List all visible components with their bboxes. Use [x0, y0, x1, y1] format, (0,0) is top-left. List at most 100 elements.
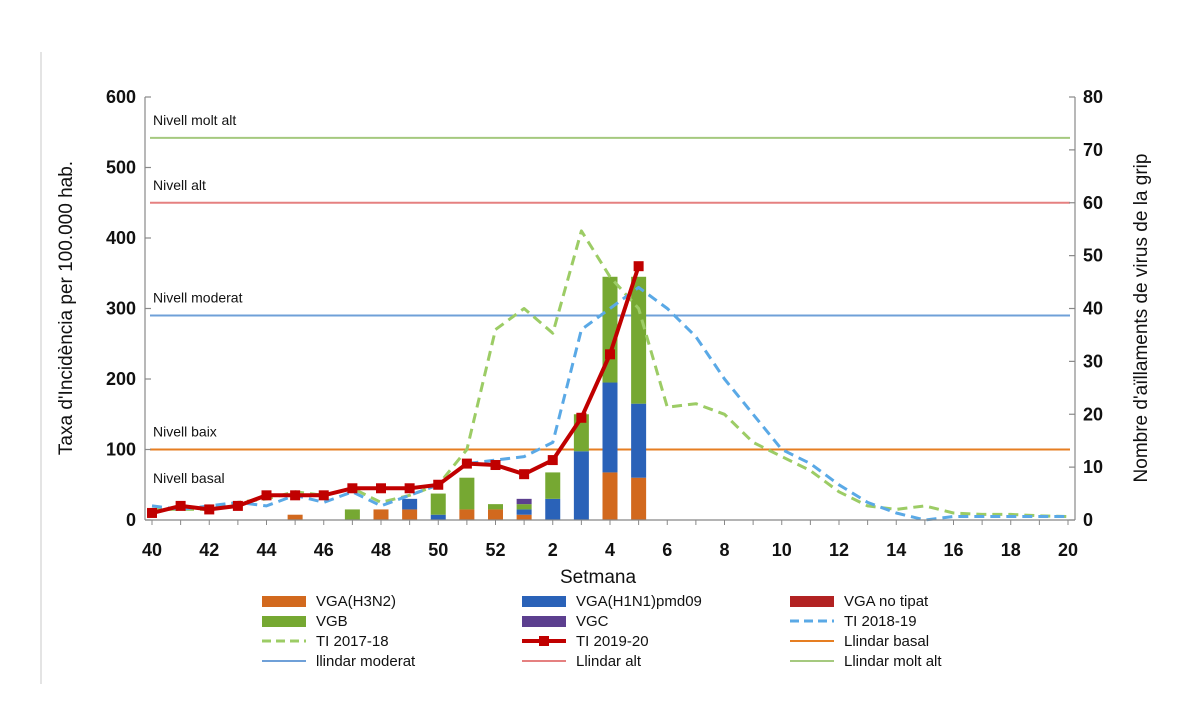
x-tick-label-22: 10 — [772, 540, 792, 560]
bar-vgb-week-47 — [344, 509, 360, 520]
marker-ti-2019-20-week-51 — [461, 458, 472, 469]
bar-vgb-week-2 — [545, 472, 561, 499]
legend-label-9: llindar moderat — [316, 653, 416, 670]
line-ti-2018-19 — [151, 285, 1068, 522]
x-tick-label-8: 48 — [371, 540, 391, 560]
x-tick-label-30: 18 — [1001, 540, 1021, 560]
marker-ti-2019-20-week-46 — [318, 490, 329, 501]
bar-vgc-week-1 — [516, 498, 532, 505]
right-tick-label-8: 80 — [1083, 87, 1103, 107]
x-tick-label-10: 50 — [428, 540, 448, 560]
x-tick-label-4: 44 — [256, 540, 276, 560]
marker-ti-2019-20-week-44 — [261, 490, 272, 501]
marker-ti-2019-20-week-5 — [633, 261, 644, 272]
right-tick-label-3: 30 — [1083, 351, 1103, 371]
left-tick-label-4: 400 — [106, 228, 136, 248]
bar-vgb-week-52 — [488, 504, 503, 510]
legend-label-0: VGA(H3N2) — [316, 593, 396, 610]
bar-vga-h3n2--week-51 — [459, 509, 475, 520]
marker-ti-2019-20-week-1 — [519, 469, 530, 480]
threshold-label-3: Nivell alt — [153, 177, 206, 193]
isolate-bars — [287, 276, 647, 520]
incidence-lines — [147, 229, 1069, 522]
marker-ti-2019-20-week-48 — [376, 483, 386, 494]
frame-divider — [40, 52, 42, 684]
bar-vga-h3n2--week-4 — [602, 472, 618, 520]
legend-symbol-7-marker — [539, 636, 549, 646]
left-tick-label-3: 300 — [106, 299, 136, 319]
marker-ti-2019-20-week-3 — [576, 412, 587, 423]
legend-symbol-3 — [262, 616, 306, 627]
marker-ti-2019-20-week-42 — [204, 504, 215, 515]
x-tick-label-12: 52 — [485, 540, 505, 560]
legend-label-8: Llindar basal — [844, 633, 929, 650]
x-tick-label-14: 2 — [548, 540, 558, 560]
x-tick-label-0: 40 — [142, 540, 162, 560]
legend: VGA(H3N2) VGA(H1N1)pmd09 VGA no tipat VGB VG… — [262, 593, 942, 670]
x-tick-label-20: 8 — [719, 540, 729, 560]
legend-symbol-2 — [790, 596, 834, 607]
x-tick-label-16: 4 — [605, 540, 615, 560]
x-tick-label-28: 16 — [943, 540, 963, 560]
marker-ti-2019-20-week-2 — [547, 455, 558, 466]
bar-vga-h3n2--week-48 — [373, 509, 389, 520]
bar-vga-h1n1-pmd09-week-3 — [573, 451, 589, 520]
legend-label-10: Llindar alt — [576, 653, 642, 670]
x-tick-label-26: 14 — [886, 540, 906, 560]
bar-vga-h1n1-pmd09-week-5 — [631, 403, 647, 478]
marker-ti-2019-20-week-47 — [347, 483, 358, 494]
bar-vga-h1n1-pmd09-week-50 — [430, 514, 446, 520]
legend-label-1: VGA(H1N1)pmd09 — [576, 593, 702, 610]
legend-label-5: TI 2018-19 — [844, 613, 917, 630]
right-tick-label-5: 50 — [1083, 246, 1103, 266]
bar-vga-h1n1-pmd09-week-49 — [402, 498, 418, 510]
right-tick-label-2: 20 — [1083, 404, 1103, 424]
bar-vga-h1n1-pmd09-week-4 — [602, 382, 618, 473]
marker-ti-2019-20-week-4 — [605, 349, 615, 360]
marker-ti-2019-20-week-43 — [232, 500, 243, 511]
x-tick-label-32: 20 — [1058, 540, 1078, 560]
legend-symbol-0 — [262, 596, 306, 607]
threshold-label-4: Nivell molt alt — [153, 112, 236, 128]
legend-label-11: Llindar molt alt — [844, 653, 942, 670]
x-tick-label-6: 46 — [314, 540, 334, 560]
legend-symbol-4 — [522, 616, 566, 627]
legend-label-2: VGA no tipat — [844, 593, 929, 610]
bar-vga-h1n1-pmd09-week-1 — [516, 509, 532, 515]
bar-vga-h3n2--week-1 — [516, 514, 532, 520]
line-ti-2017-18 — [152, 229, 1069, 518]
threshold-label-1: Nivell baix — [153, 424, 217, 440]
left-tick-label-2: 200 — [106, 369, 136, 389]
x-tick-label-18: 6 — [662, 540, 672, 560]
left-tick-label-5: 500 — [106, 158, 136, 178]
x-axis-title: Setmana — [560, 567, 636, 588]
legend-label-3: VGB — [316, 613, 348, 630]
right-axis-title: Nombre d'aïllaments de virus de la grip — [1131, 154, 1152, 483]
marker-ti-2019-20-week-45 — [290, 490, 301, 501]
right-tick-label-1: 10 — [1083, 457, 1103, 477]
x-tick-label-2: 42 — [199, 540, 219, 560]
bar-vga-h3n2--week-49 — [402, 509, 418, 520]
threshold-label-2: Nivell moderat — [153, 290, 243, 306]
left-axis-title: Taxa d'Incidència per 100.000 hab. — [56, 161, 77, 455]
bar-vgb-week-1 — [516, 504, 532, 510]
bar-vga-h3n2--week-52 — [488, 509, 503, 520]
legend-symbol-1 — [522, 596, 566, 607]
marker-ti-2019-20-week-40 — [147, 507, 157, 518]
marker-ti-2019-20-week-52 — [490, 460, 501, 471]
left-tick-label-6: 600 — [106, 87, 136, 107]
right-tick-label-4: 40 — [1083, 299, 1103, 319]
marker-ti-2019-20-week-41 — [175, 500, 186, 511]
bar-vgb-week-51 — [459, 477, 475, 510]
bar-vga-h3n2--week-45 — [287, 514, 303, 520]
marker-ti-2019-20-week-49 — [404, 483, 415, 494]
x-tick-label-24: 12 — [829, 540, 849, 560]
marker-ti-2019-20-week-50 — [433, 479, 444, 490]
bar-vgb-week-50 — [430, 493, 446, 515]
bar-vgb-week-5 — [631, 276, 647, 404]
right-tick-label-6: 60 — [1083, 193, 1103, 213]
legend-label-4: VGC — [576, 613, 609, 630]
left-tick-label-0: 0 — [126, 510, 136, 530]
